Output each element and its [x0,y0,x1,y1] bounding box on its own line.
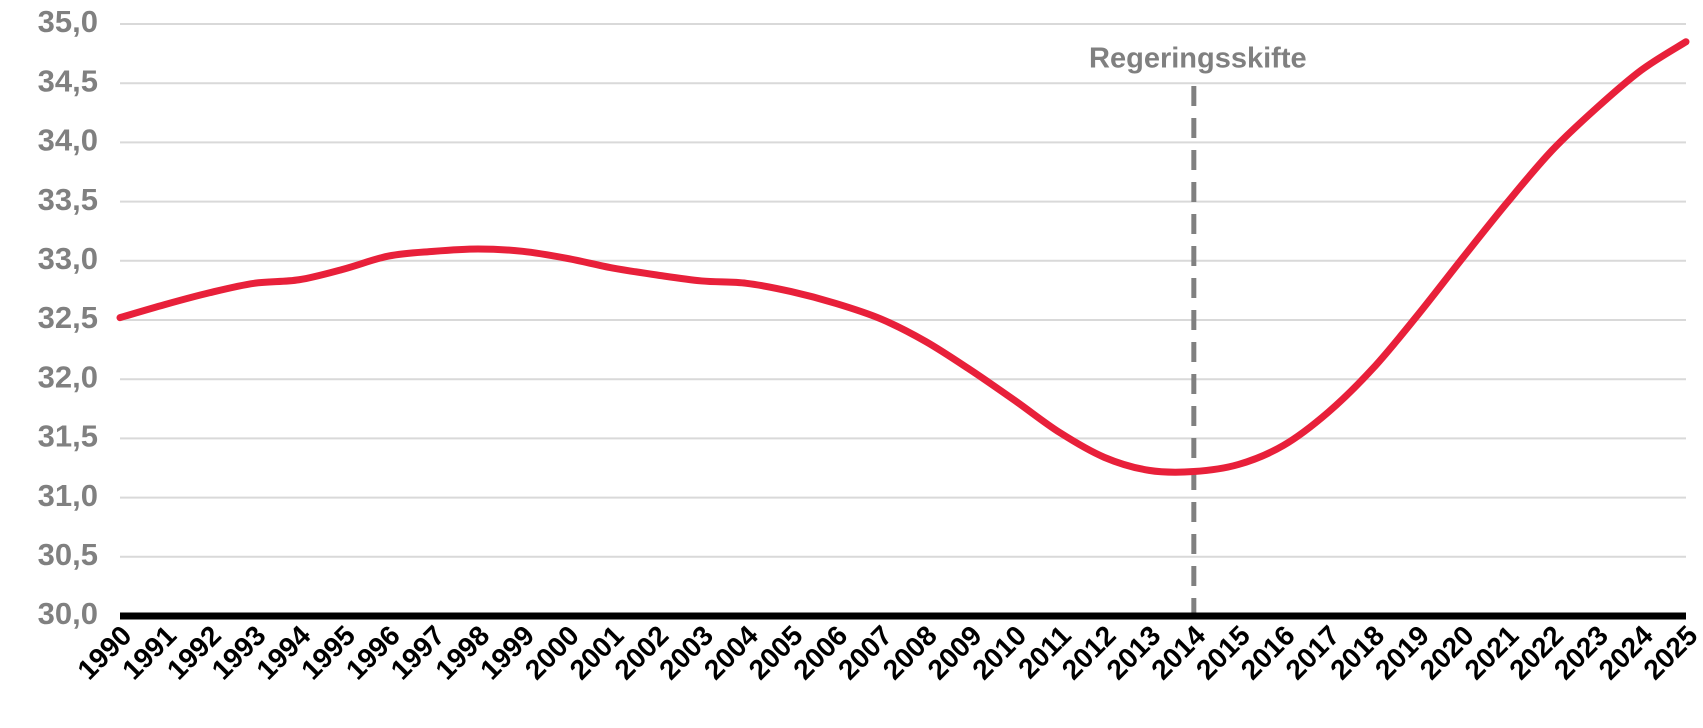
annotation-text: Regeringsskifte [1089,43,1307,75]
y-tick-label: 30,0 [38,596,98,631]
y-tick-label: 30,5 [38,537,98,572]
y-tick-label: 35,0 [38,4,98,39]
y-tick-label: 33,0 [38,241,98,276]
y-tick-label: 31,0 [38,478,98,513]
y-tick-label: 32,5 [38,300,98,335]
y-tick-label: 31,5 [38,419,98,454]
line [116,38,1690,476]
x-tick-label: 2025 [1637,620,1703,686]
y-tick-label: 34,5 [38,63,98,98]
y-tick-label: 33,5 [38,182,98,217]
y-tick-label: 34,0 [38,123,98,158]
y-tick-label: 32,0 [38,359,98,394]
